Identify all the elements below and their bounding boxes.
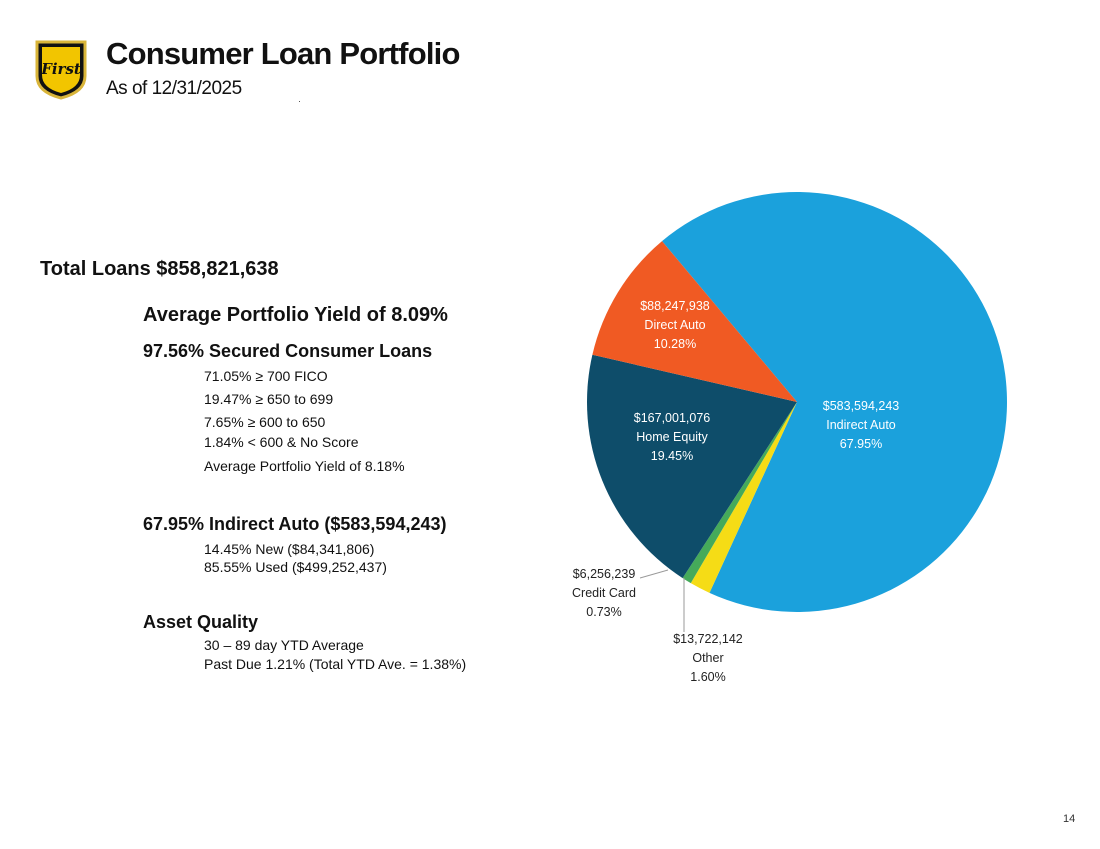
asset-quality-line-2: Past Due 1.21% (Total YTD Ave. = 1.38%) <box>204 656 467 672</box>
secured-section: 97.56% Secured Consumer Loans <box>143 341 432 362</box>
pie-slice-home-equity <box>587 354 797 579</box>
data-label-direct-auto: $88,247,938 Direct Auto 10.28% <box>640 299 710 351</box>
secured-line-yield: Average Portfolio Yield of 8.18% <box>204 458 405 474</box>
page-number: 14 <box>1063 813 1076 825</box>
indirect-heading: 67.95% Indirect Auto ($583,594,243) <box>143 514 447 534</box>
leader-line-credit-card <box>639 569 669 579</box>
decorative-dot <box>299 101 300 102</box>
pie-slice-direct-auto <box>592 241 797 402</box>
loan-portfolio-pie-chart: $583,594,243 Indirect Auto 67.95% $13,722,1… <box>572 192 1008 684</box>
data-label-indirect-auto: $583,594,243 Indirect Auto 67.95% <box>823 399 900 451</box>
secured-line-below-600: 1.84% < 600 & No Score <box>204 434 359 450</box>
indirect-line-new: 14.45% New ($84,341,806) <box>204 541 375 557</box>
page-title: Consumer Loan Portfolio <box>106 36 460 71</box>
secured-line-fico-700: 71.05% ≥ 700 FICO <box>204 368 328 384</box>
asset-quality-line-1: 30 – 89 day YTD Average <box>204 637 364 653</box>
data-label-credit-card: $6,256,239 Credit Card 0.73% <box>572 567 636 619</box>
page-subtitle: As of 12/31/2025 <box>106 78 242 99</box>
pie-slice-credit-card <box>682 402 797 584</box>
indirect-line-used: 85.55% Used ($499,252,437) <box>204 559 387 575</box>
indirect-section: 67.95% Indirect Auto ($583,594,243) <box>143 514 446 535</box>
total-loans: Total Loans $858,821,638 <box>40 258 279 280</box>
data-label-other: $13,722,142 Other 1.60% <box>673 632 743 684</box>
asset-quality-section: Asset Quality <box>143 612 258 633</box>
average-yield-heading: Average Portfolio Yield of 8.09% <box>143 304 448 326</box>
secured-line-fico-650: 19.47% ≥ 650 to 699 <box>204 391 334 407</box>
company-logo: First <box>35 40 87 100</box>
asset-quality-heading: Asset Quality <box>143 612 259 632</box>
pie-slice-indirect-auto <box>662 192 1008 612</box>
logo-text: First <box>40 60 81 78</box>
secured-heading: 97.56% Secured Consumer Loans <box>143 341 433 361</box>
pie-slice-other <box>690 402 797 593</box>
data-label-home-equity: $167,001,076 Home Equity 19.45% <box>634 411 711 463</box>
secured-line-fico-600: 7.65% ≥ 600 to 650 <box>204 414 326 430</box>
